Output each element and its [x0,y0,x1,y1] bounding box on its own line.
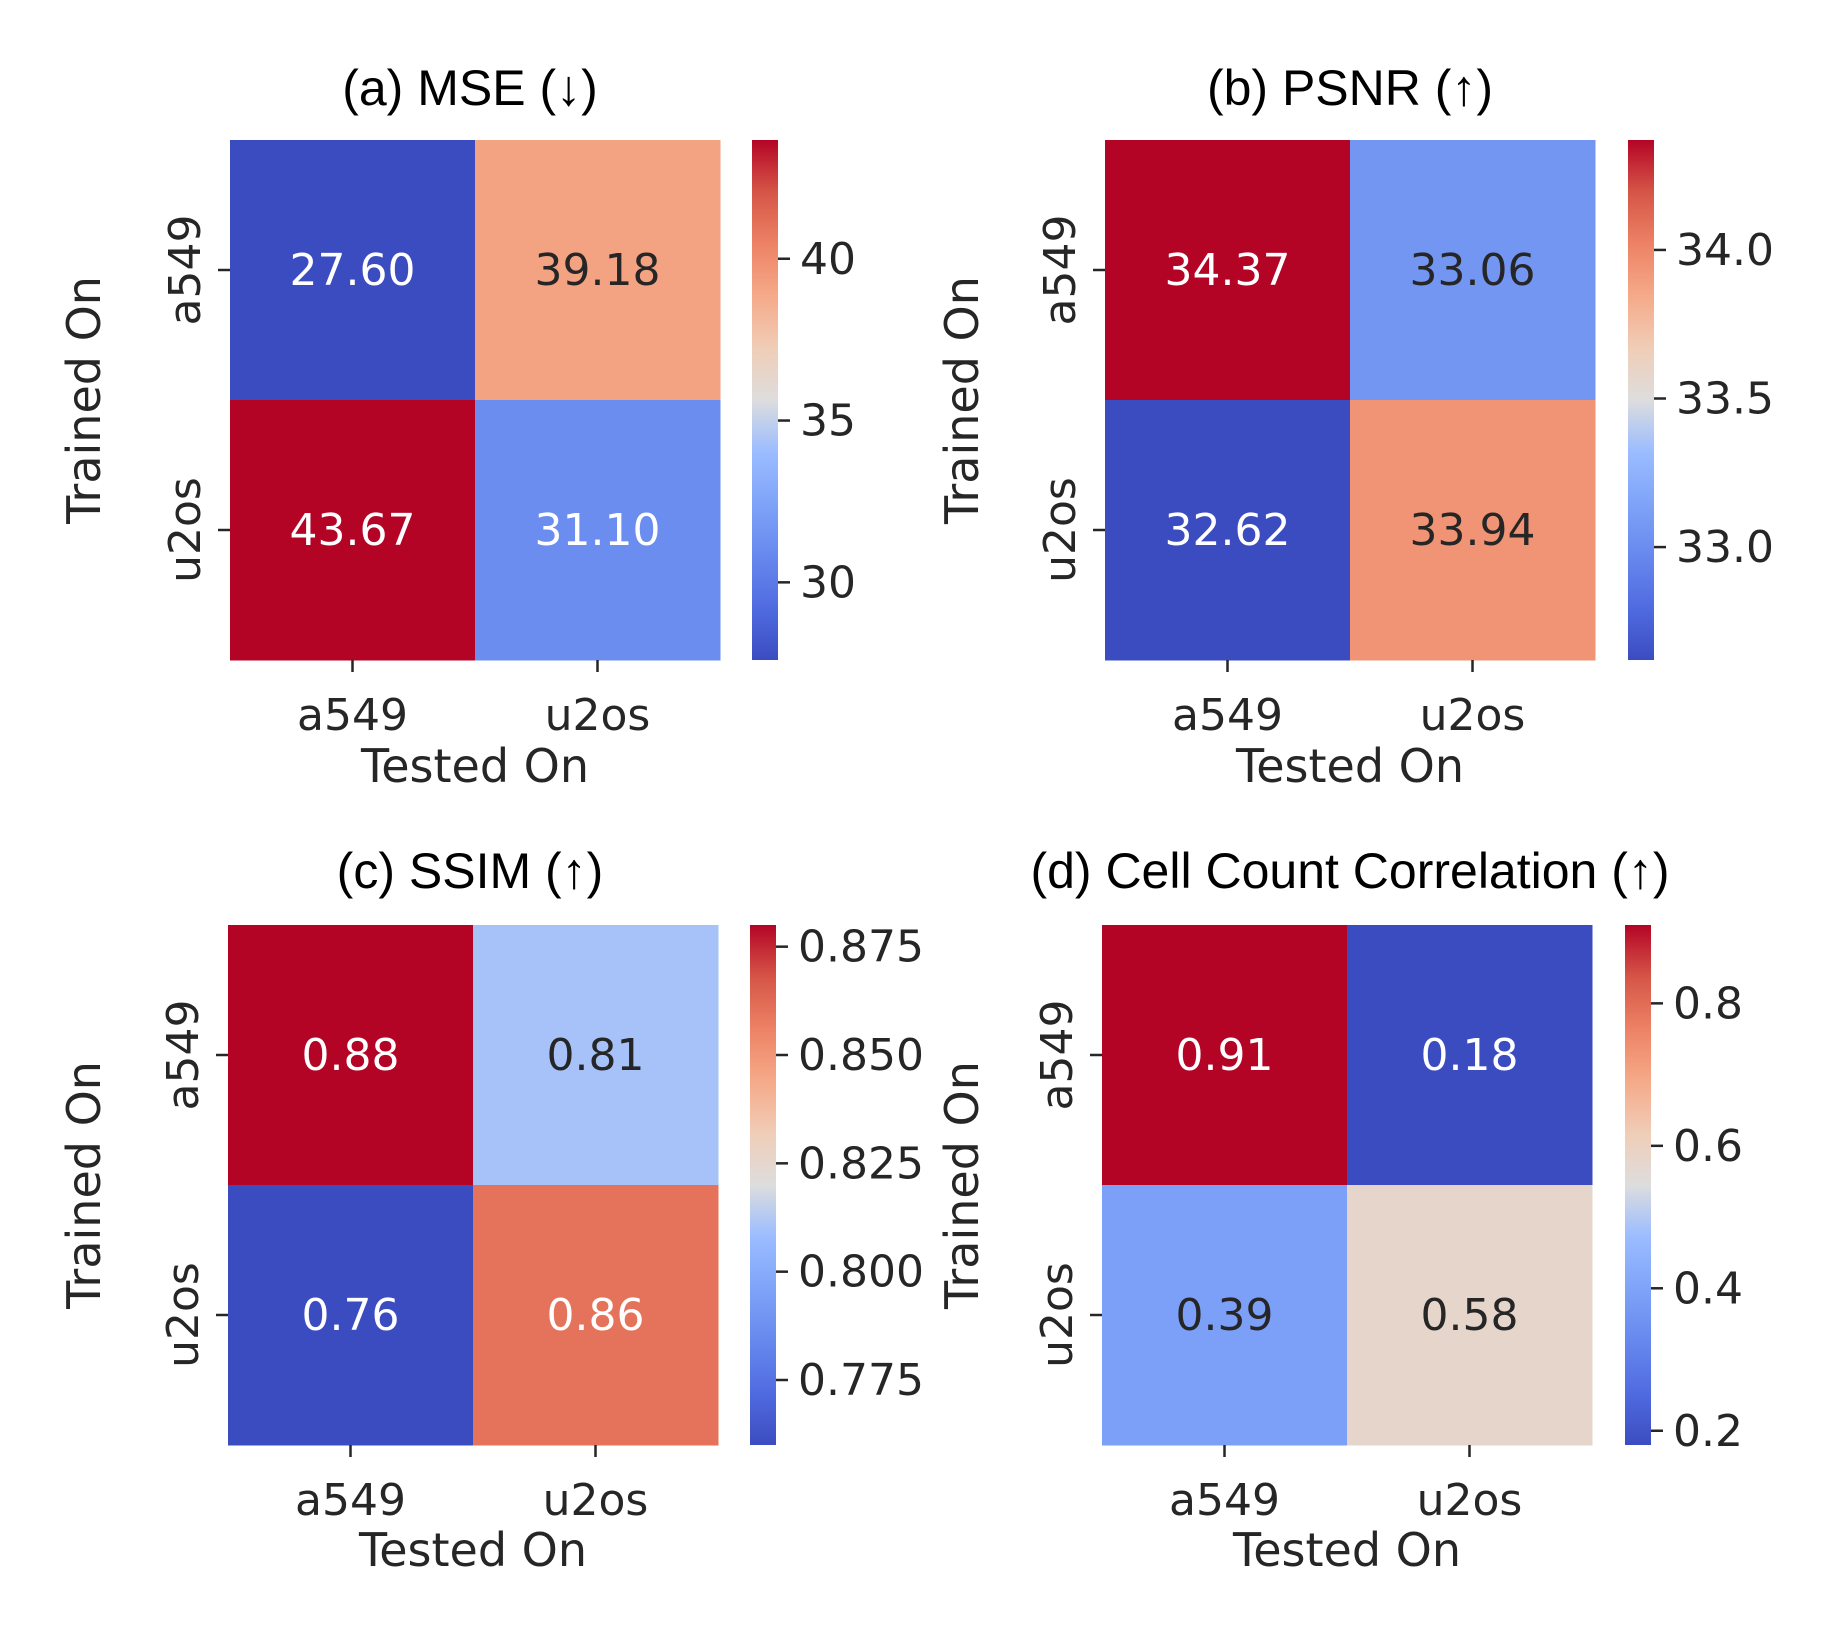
panel-title: (b) PSNR (↑) [1207,60,1493,116]
y-axis-label: Trained On [57,276,111,525]
x-tick-label: u2os [1420,690,1526,741]
cell-value-label: 0.88 [302,1030,400,1081]
y-tick-label: a549 [1032,1000,1083,1111]
heatmap-cell [1347,925,1593,1186]
cell-value-label: 0.81 [547,1030,645,1081]
colorbar-tick-label: 0.850 [798,1030,924,1081]
cell-value-label: 0.58 [1421,1290,1519,1341]
colorbar-tick-label: 0.825 [798,1138,924,1189]
cell-value-label: 0.18 [1421,1030,1519,1081]
cell-value-label: 33.06 [1410,245,1536,296]
panel-title: (d) Cell Count Correlation (↑) [1030,843,1669,899]
colorbar-tick-label: 35 [800,396,856,447]
cell-value-label: 43.67 [290,505,416,556]
y-tick-label: a549 [158,1000,209,1111]
heatmap-cell [475,400,721,661]
cell-value-label: 32.62 [1165,505,1291,556]
y-tick-label: u2os [158,1262,209,1368]
x-tick-label: a549 [297,690,408,741]
heatmap-cell [228,1185,474,1446]
colorbar-tick-label: 0.2 [1673,1406,1743,1457]
cell-value-label: 0.76 [302,1290,400,1341]
colorbar [752,140,778,660]
x-axis-label: Tested On [1235,739,1464,793]
heatmap-cell [473,1185,719,1446]
colorbar-tick-label: 30 [800,557,856,608]
heatmap-cell [230,140,476,401]
x-tick-label: u2os [545,690,651,741]
x-axis-label: Tested On [358,1523,587,1577]
cell-value-label: 34.37 [1165,245,1291,296]
heatmap-cell [1350,400,1596,661]
colorbar-tick-label: 40 [800,234,856,285]
y-tick-label: u2os [160,477,211,583]
cell-value-label: 39.18 [535,245,661,296]
x-tick-label: a549 [1172,690,1283,741]
cell-value-label: 33.94 [1410,505,1536,556]
colorbar [750,925,776,1445]
x-tick-label: a549 [295,1475,406,1526]
cell-value-label: 0.39 [1176,1290,1274,1341]
colorbar-tick-label: 0.6 [1673,1121,1743,1172]
heatmap-cell [1350,140,1596,401]
y-tick-label: u2os [1032,1262,1083,1368]
cell-value-label: 31.10 [535,505,661,556]
y-tick-label: a549 [160,215,211,326]
y-tick-label: a549 [1035,215,1086,326]
x-axis-label: Tested On [360,739,589,793]
colorbar [1628,140,1654,660]
colorbar-tick-label: 0.875 [798,922,924,973]
x-tick-label: u2os [543,1475,649,1526]
cell-value-label: 0.91 [1176,1030,1274,1081]
colorbar [1625,925,1651,1445]
colorbar-tick-label: 33.0 [1676,522,1774,573]
x-axis-label: Tested On [1232,1523,1461,1577]
colorbar-tick-label: 34.0 [1676,225,1774,276]
x-tick-label: u2os [1417,1475,1523,1526]
panel-b: (b) PSNR (↑) 34.37 33.06 32.62 33.94 a549 u2os… [935,60,1774,793]
heatmap-cell [473,925,719,1186]
colorbar-tick-label: 0.8 [1673,978,1743,1029]
panel-d: (d) Cell Count Correlation (↑) 0.91 0.18 0.… [935,843,1743,1577]
heatmap-cell [1105,140,1351,401]
panel-title: (a) MSE (↓) [342,60,598,116]
heatmap-cell [228,925,474,1186]
colorbar-tick-label: 33.5 [1676,374,1774,425]
y-tick-label: u2os [1035,477,1086,583]
colorbar-tick-label: 0.800 [798,1247,924,1298]
y-axis-label: Trained On [935,276,989,525]
heatmap-cell [475,140,721,401]
heatmap-cell [230,400,476,661]
heatmap-cell [1347,1185,1593,1446]
colorbar-tick-label: 0.775 [798,1355,924,1406]
y-axis-label: Trained On [57,1061,111,1310]
cell-value-label: 0.86 [547,1290,645,1341]
y-axis-label: Trained On [935,1061,989,1310]
colorbar-tick-label: 0.4 [1673,1263,1743,1314]
heatmap-cell [1105,400,1351,661]
cell-value-label: 27.60 [290,245,416,296]
x-tick-label: a549 [1169,1475,1280,1526]
panel-a: (a) MSE (↓) 27.60 39.18 43.67 31.10 a549 u2os a… [57,60,856,793]
heatmap-cell [1102,1185,1348,1446]
panel-c: (c) SSIM (↑) 0.88 0.81 0.76 0.86 a549 u2os a549… [57,843,924,1577]
heatmap-cell [1102,925,1348,1186]
panel-title: (c) SSIM (↑) [337,843,604,899]
